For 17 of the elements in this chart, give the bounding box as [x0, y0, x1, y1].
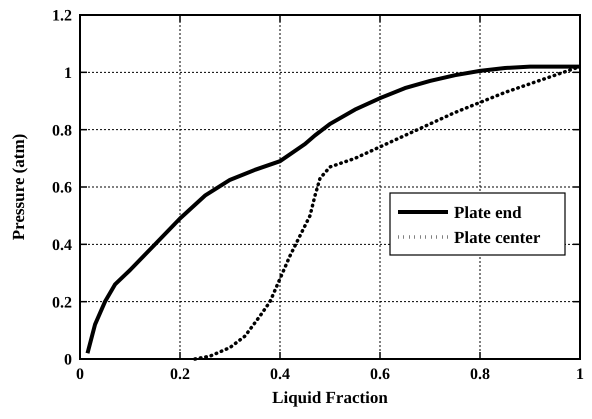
x-tick-label: 1	[576, 366, 584, 383]
x-tick-label: 0.4	[270, 366, 290, 383]
x-tick-label: 0.6	[370, 366, 390, 383]
x-tick-label: 0.2	[170, 366, 190, 383]
y-tick-label: 0	[64, 352, 72, 369]
y-tick-label: 1.2	[52, 8, 72, 25]
legend-label: Plate end	[454, 202, 522, 222]
y-tick-label: 0.4	[52, 236, 72, 254]
y-tick-label: 0.2	[52, 294, 72, 312]
y-axis-title: Pressure (atm)	[9, 134, 28, 240]
y-tick-label: 0.6	[52, 180, 72, 197]
y-tick-label: 0.8	[52, 122, 72, 140]
x-tick-label: 0.8	[470, 366, 490, 383]
x-axis-title: Liquid Fraction	[272, 388, 388, 407]
x-tick-label: 0	[76, 366, 84, 383]
y-tick-label: 1	[64, 64, 72, 82]
legend-label: Plate center	[454, 228, 541, 247]
